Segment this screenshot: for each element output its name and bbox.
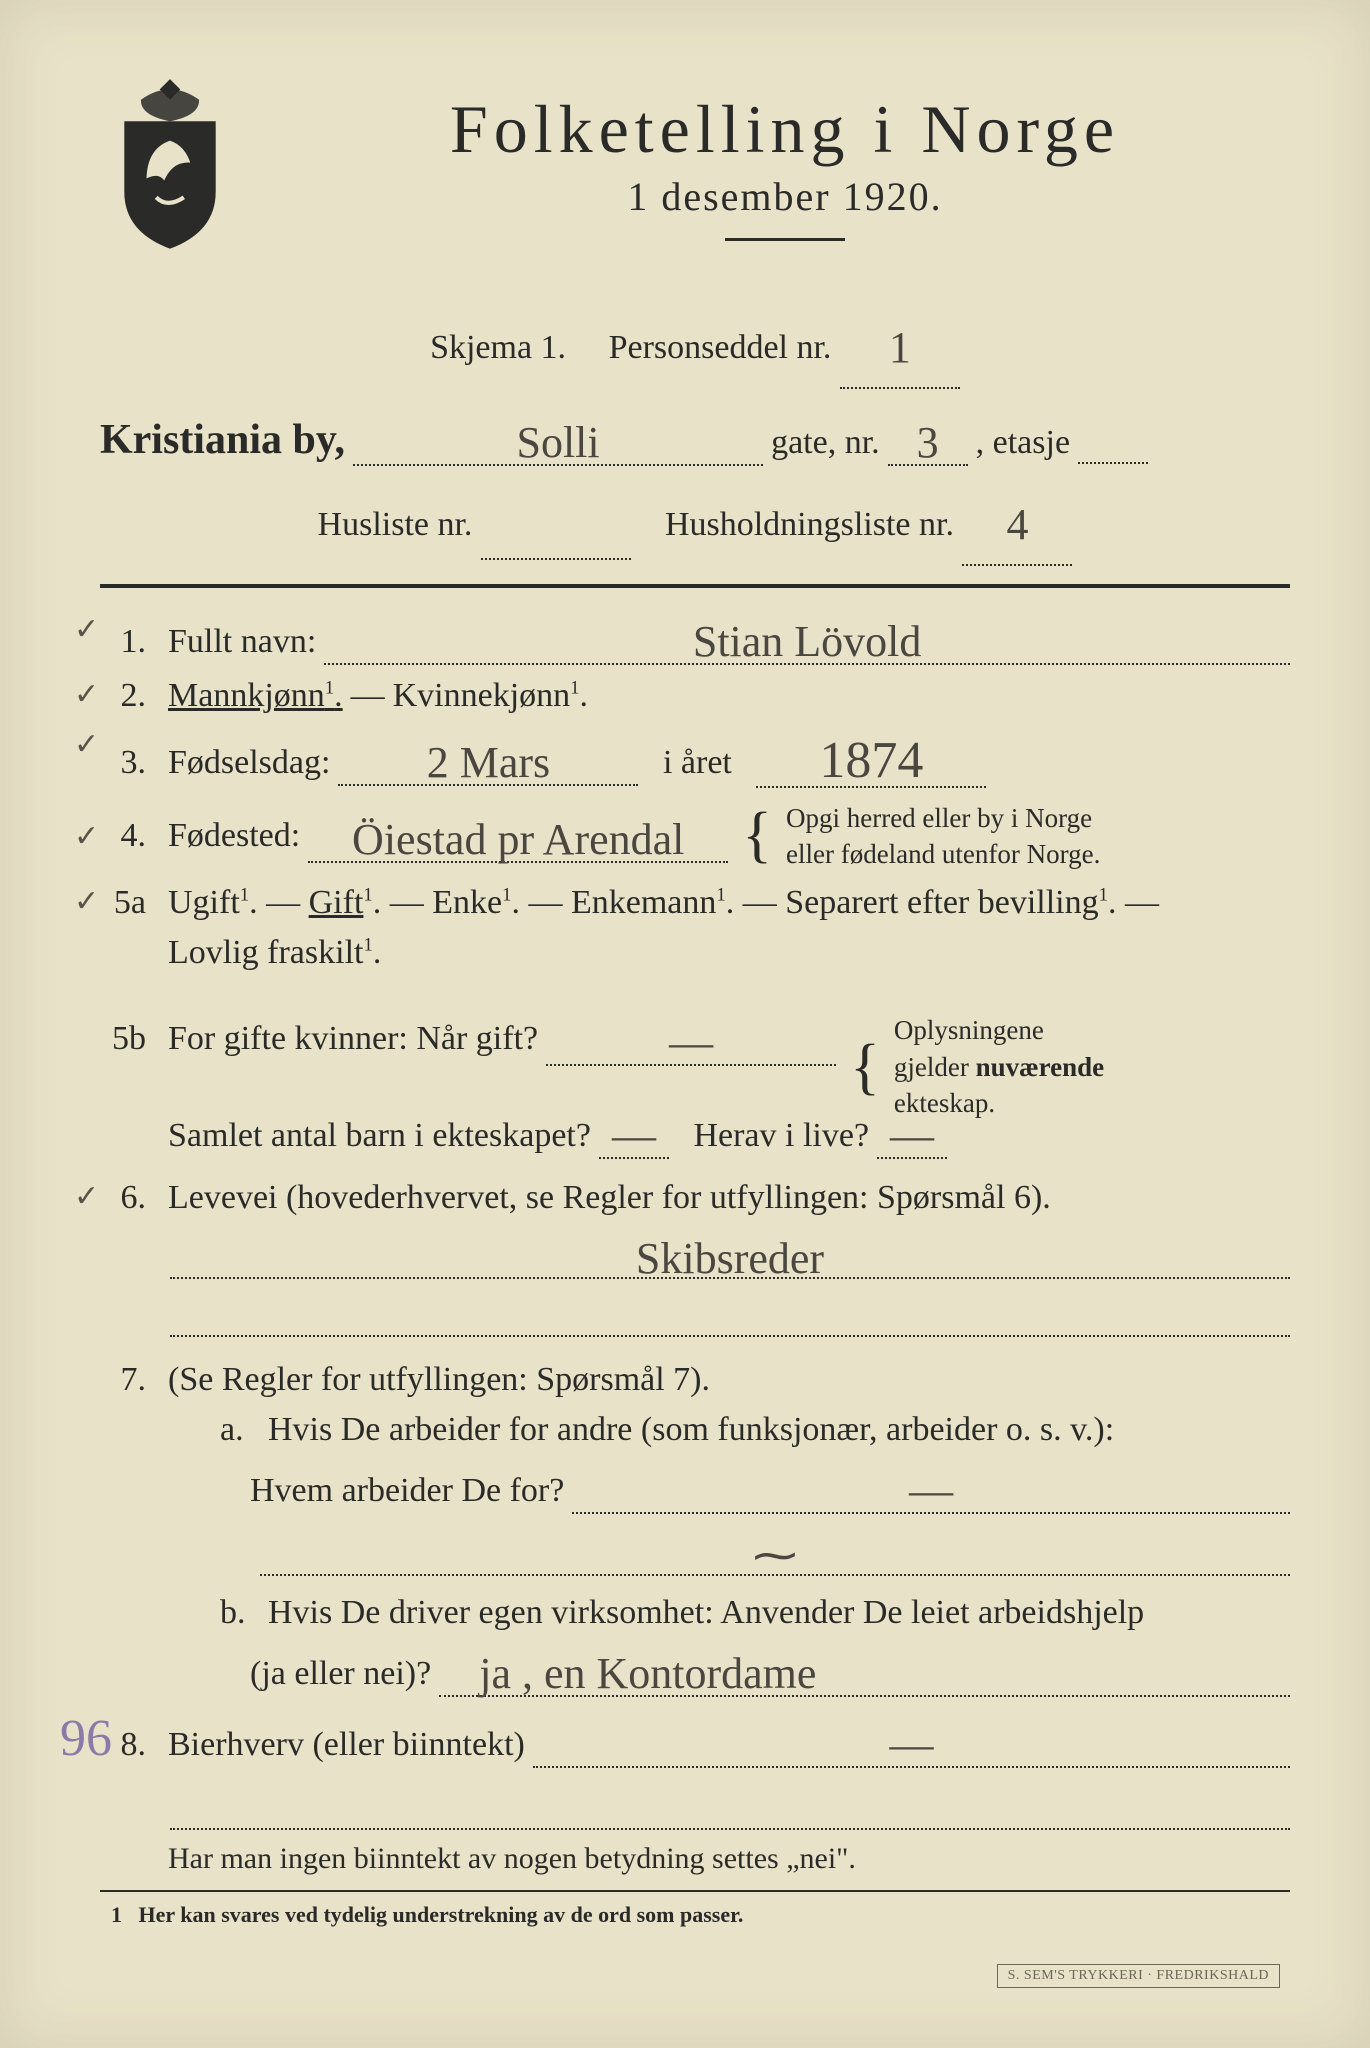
q5b-val1: —: [669, 1017, 713, 1068]
q7a-line1: Hvis De arbeider for andre (som funksjon…: [268, 1411, 1114, 1449]
check-icon: ✓: [74, 677, 99, 712]
q4-num: 4.: [100, 817, 160, 855]
q5b-val2: —: [612, 1110, 656, 1161]
q5b-num: 5b: [100, 1020, 160, 1058]
q3-mid: i året: [663, 744, 732, 782]
main-title: Folketelling i Norge: [280, 90, 1290, 169]
q8-label: Bierhverv (eller biinntekt): [168, 1726, 525, 1764]
check-icon: ✓: [74, 727, 99, 762]
title-rule: [725, 238, 845, 241]
q5b-val3: —: [890, 1110, 934, 1161]
q6-fill2: [170, 1287, 1290, 1337]
check-icon: ✓: [74, 884, 99, 919]
city-label: Kristiania by,: [100, 416, 345, 464]
q7a-row2: Hvem arbeider De for? —: [100, 1461, 1290, 1514]
footnote-rule: [100, 1890, 1290, 1892]
q6-num: 6.: [100, 1179, 160, 1217]
husholdning-value: 4: [1006, 482, 1028, 568]
q5b-label3: Herav i live?: [693, 1117, 869, 1155]
q2-opt2: Kvinnekjønn1.: [393, 677, 588, 715]
q7b-letter: b.: [220, 1594, 260, 1632]
q7-num: 7.: [100, 1361, 160, 1399]
q7a-letter: a.: [220, 1411, 260, 1449]
q7-row: 7. (Se Regler for utfyllingen: Spørsmål …: [100, 1361, 1290, 1399]
q6-label: Levevei (hovederhvervet, se Regler for u…: [168, 1179, 1051, 1217]
q7b-value: ja , en Kontordame: [479, 1648, 816, 1699]
q5a-row: ✓ 5a Ugift1. — Gift1. — Enke1. — Enkeman…: [100, 884, 1290, 922]
q1-num: 1.: [100, 623, 160, 661]
street-value: Solli: [516, 417, 599, 468]
skjema-label: Skjema 1.: [430, 329, 566, 366]
q5a-line2: Lovlig fraskilt1.: [168, 934, 381, 972]
q7b-line1: Hvis De driver egen virksomhet: Anvender…: [268, 1594, 1144, 1632]
q2-row: ✓ 2. Mannkjønn1. — Kvinnekjønn1.: [100, 677, 1290, 715]
address-line: Kristiania by, Solli gate, nr. 3 , etasj…: [100, 413, 1290, 466]
coat-of-arms-icon: [100, 70, 240, 250]
gate-label: gate, nr.: [771, 424, 880, 462]
check-icon: ✓: [74, 612, 99, 647]
q7b-row1: b. Hvis De driver egen virksomhet: Anven…: [100, 1594, 1290, 1632]
q2-sep: —: [351, 677, 385, 715]
q4-row: ✓ 4. Fødested: Öiestad pr Arendal { Opgi…: [100, 800, 1290, 873]
q3-num: 3.: [100, 744, 160, 782]
q7-label: (Se Regler for utfyllingen: Spørsmål 7).: [168, 1361, 710, 1399]
q5b-row1: 5b For gifte kvinner: Når gift? — { Oply…: [100, 984, 1290, 1093]
q3-year: 1874: [819, 731, 923, 790]
q6-row: ✓ 6. Levevei (hovederhvervet, se Regler …: [100, 1179, 1290, 1217]
gate-value: 3: [917, 417, 939, 468]
etasje-label: , etasje: [976, 424, 1070, 462]
q1-value: Stian Lövold: [693, 616, 922, 667]
husliste-label: Husliste nr.: [318, 506, 473, 543]
q7a-fill: ⁓: [260, 1526, 1290, 1576]
q8-note-row: Har man ingen biinntekt av nogen betydni…: [100, 1842, 1290, 1876]
q5a-opts: Ugift1. — Gift1. — Enke1. — Enkemann1. —…: [168, 884, 1159, 922]
q5b-row2: Samlet antal barn i ekteskapet? — Herav …: [100, 1106, 1290, 1159]
printer-stamp: S. SEM'S TRYKKERI · FREDRIKSHALD: [997, 1964, 1280, 1988]
check-icon: ✓: [74, 1179, 99, 1214]
q1-row: ✓ 1. Fullt navn: Stian Lövold: [100, 612, 1290, 665]
q5b-label1: For gifte kvinner: Når gift?: [168, 1020, 538, 1058]
brace-icon: {: [742, 817, 772, 854]
q7b-label: (ja eller nei)?: [250, 1655, 431, 1693]
q8-note: Har man ingen biinntekt av nogen betydni…: [168, 1842, 856, 1876]
subtitle: 1 desember 1920.: [280, 173, 1290, 220]
q3-label: Fødselsdag:: [168, 744, 330, 782]
personseddel-value: 1: [889, 305, 911, 391]
q6-fill1: Skibsreder: [170, 1229, 1290, 1279]
q7a-value: —: [909, 1465, 953, 1516]
q8-fill: [170, 1780, 1290, 1830]
q7b-row2: (ja eller nei)? ja , en Kontordame: [100, 1644, 1290, 1697]
q2-num: 2.: [100, 677, 160, 715]
q4-note: Opgi herred eller by i Norge eller fødel…: [786, 800, 1100, 873]
brace-icon: {: [850, 1049, 880, 1086]
q4-value: Öiestad pr Arendal: [352, 814, 684, 865]
q3-day: 2 Mars: [427, 737, 550, 788]
q3-row: ✓ 3. Fødselsdag: 2 Mars i året 1874: [100, 727, 1290, 788]
q6-value: Skibsreder: [636, 1233, 824, 1284]
footnote-text: Her kan svares ved tydelig understreknin…: [139, 1902, 744, 1927]
husholdning-label: Husholdningsliste nr.: [665, 506, 954, 543]
header-block: Folketelling i Norge 1 desember 1920.: [100, 70, 1290, 271]
personseddel-label: Personseddel nr.: [609, 329, 832, 366]
footnote: 1 Her kan svares ved tydelig understrekn…: [100, 1902, 1290, 1928]
q5a-num: 5a: [100, 884, 160, 922]
husliste-line: Husliste nr. Husholdningsliste nr. 4: [100, 478, 1290, 566]
margin-pencil-note: 96: [60, 1709, 112, 1768]
check-icon: ✓: [74, 819, 99, 854]
q8-row: 96 8. Bierhverv (eller biinntekt) —: [100, 1715, 1290, 1768]
census-form-page: Folketelling i Norge 1 desember 1920. Sk…: [0, 0, 1370, 2048]
q2-opt1: Mannkjønn1.: [168, 677, 343, 715]
q5a-row2: Lovlig fraskilt1.: [100, 934, 1290, 972]
footnote-marker: 1: [111, 1902, 122, 1927]
header-rule: [100, 584, 1290, 588]
q5b-label2: Samlet antal barn i ekteskapet?: [168, 1117, 591, 1155]
q1-label: Fullt navn:: [168, 623, 316, 661]
title-block: Folketelling i Norge 1 desember 1920.: [280, 90, 1290, 271]
skjema-line: Skjema 1. Personseddel nr. 1: [100, 301, 1290, 389]
q7a-row1: a. Hvis De arbeider for andre (som funks…: [100, 1411, 1290, 1449]
q4-label: Fødested:: [168, 817, 300, 855]
q5b-note: Oplysningene gjelder nuværende ekteskap.: [894, 1012, 1104, 1121]
q8-value: —: [889, 1719, 933, 1770]
q7a-label: Hvem arbeider De for?: [250, 1472, 564, 1510]
